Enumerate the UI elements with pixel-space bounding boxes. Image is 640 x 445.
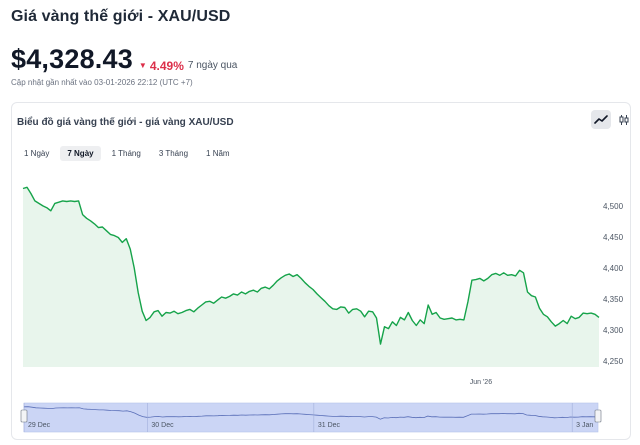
price-row: $4,328.43 ▼ 4.49% 7 ngày qua (11, 44, 237, 75)
navigator-left-handle[interactable] (20, 409, 28, 423)
y-tick-label: 4,350 (603, 295, 624, 304)
range-tab-7-days[interactable]: 7 Ngày (60, 146, 101, 161)
y-tick-label: 4,450 (603, 233, 624, 242)
current-price: $4,328.43 (11, 44, 133, 74)
change-percent: 4.49% (149, 58, 184, 73)
range-tab-1-day[interactable]: 1 Ngày (24, 149, 50, 158)
range-tab-1-month[interactable]: 1 Tháng (111, 149, 141, 158)
navigator-tick-label: 31 Dec (318, 422, 341, 429)
last-updated: Cập nhật gần nhất vào 03-01-2026 22:12 (… (11, 78, 193, 87)
line-chart-icon (594, 114, 608, 124)
navigator-right-handle[interactable] (594, 409, 602, 423)
x-tick-label: Jun '26 (470, 379, 492, 386)
change-period: 7 ngày qua (187, 60, 238, 71)
price-line (22, 186, 600, 345)
candlestick-toggle[interactable] (614, 110, 634, 129)
navigator-tick-label: 29 Dec (28, 422, 51, 429)
line-chart-toggle[interactable] (591, 110, 611, 129)
time-navigator[interactable]: 29 Dec 30 Dec 31 Dec 3 Jan (0, 400, 640, 440)
candlestick-icon (619, 114, 629, 125)
price-chart[interactable]: 4,500 4,450 4,400 4,350 4,300 4,250 Jun '26 (0, 170, 640, 395)
y-tick-label: 4,400 (603, 264, 624, 273)
navigator-selection[interactable] (23, 402, 599, 433)
navigator-tick-label: 3 Jan (576, 422, 593, 429)
y-tick-label: 4,500 (603, 202, 624, 211)
chart-title: Biểu đồ giá vàng thế giới - giá vàng XAU… (17, 117, 234, 128)
price-change: ▼ 4.49% (139, 59, 184, 73)
range-tabs: 1 Ngày 7 Ngày 1 Tháng 3 Tháng 1 Năm (17, 146, 237, 161)
navigator-tick-label: 30 Dec (151, 422, 174, 429)
page-title: Giá vàng thế giới - XAU/USD (11, 8, 231, 25)
y-tick-label: 4,300 (603, 326, 624, 335)
price-area-fill (23, 187, 599, 367)
down-arrow-icon: ▼ (138, 61, 147, 70)
y-tick-label: 4,250 (603, 357, 624, 366)
navigator-line (23, 406, 599, 420)
range-tab-3-months[interactable]: 3 Tháng (158, 149, 189, 158)
range-tab-1-year[interactable]: 1 Năm (206, 149, 230, 158)
